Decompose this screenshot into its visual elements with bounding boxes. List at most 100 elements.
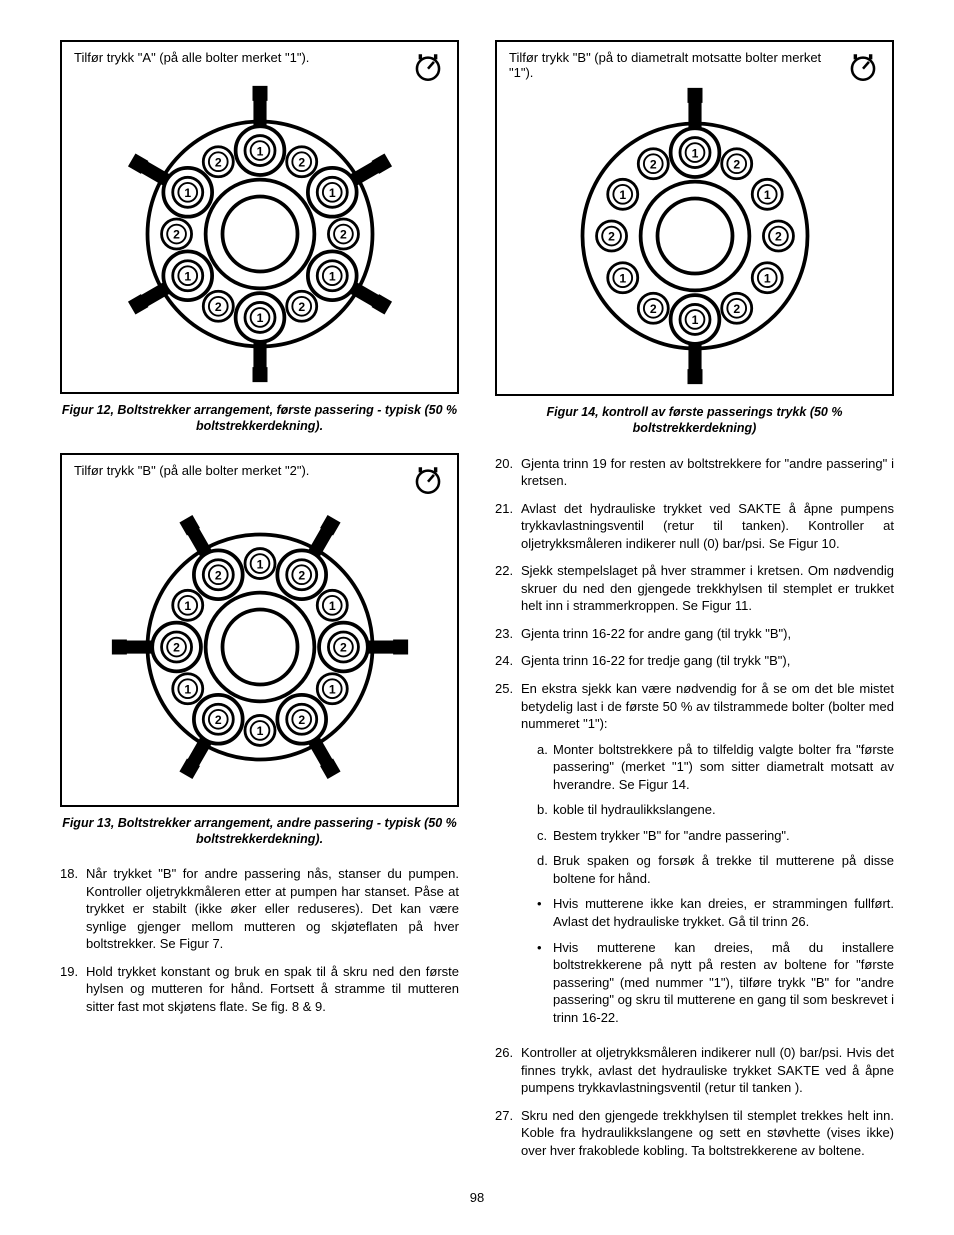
sub-item: •Hvis mutterene ikke kan dreies, er stra… <box>537 895 894 930</box>
step-text: Skru ned den gjengede trekkhylsen til st… <box>521 1108 894 1158</box>
step-item: 25.En ekstra sjekk kan være nødvendig fo… <box>495 680 894 1034</box>
gauge-icon <box>846 50 880 84</box>
step-text: Hold trykket konstant og bruk en spak ti… <box>86 964 459 1014</box>
step-item: 23.Gjenta trinn 16-22 for andre gang (ti… <box>495 625 894 643</box>
figure-12-frame: Tilfør trykk "A" (på alle bolter merket … <box>60 40 459 394</box>
svg-text:2: 2 <box>733 302 740 316</box>
figure-14-caption: Figur 14, kontroll av første passerings … <box>495 404 894 437</box>
step-text: Gjenta trinn 19 for resten av boltstrekk… <box>521 456 894 489</box>
gauge-icon <box>411 50 445 84</box>
right-column: Tilfør trykk "B" (på to diametralt motsa… <box>495 40 894 1170</box>
sub-text: Hvis mutterene kan dreies, må du install… <box>553 939 894 1027</box>
step-item: 24.Gjenta trinn 16-22 for tredje gang (t… <box>495 652 894 670</box>
step-body: Sjekk stempelslaget på hver strammer i k… <box>521 562 894 615</box>
step-number: 25. <box>495 680 521 1034</box>
step-text: Gjenta trinn 16-22 for tredje gang (til … <box>521 653 790 668</box>
svg-text:2: 2 <box>298 712 305 726</box>
svg-text:1: 1 <box>328 682 335 696</box>
svg-text:2: 2 <box>214 155 221 169</box>
sub-item: d.Bruk spaken og forsøk å trekke til mut… <box>537 852 894 887</box>
flange-diagram-12: 121212121212 <box>105 84 415 384</box>
page: Tilfør trykk "A" (på alle bolter merket … <box>0 0 954 1235</box>
figure-13-frame: Tilfør trykk "B" (på alle bolter merket … <box>60 453 459 807</box>
step-number: 19. <box>60 963 86 1016</box>
figure-13-label-row: Tilfør trykk "B" (på alle bolter merket … <box>74 463 445 497</box>
step-body: Hold trykket konstant og bruk en spak ti… <box>86 963 459 1016</box>
sub-text: Monter boltstrekkere på to tilfeldig val… <box>553 741 894 794</box>
svg-text:1: 1 <box>184 186 191 200</box>
step-body: Skru ned den gjengede trekkhylsen til st… <box>521 1107 894 1160</box>
sub-marker: • <box>537 939 553 1027</box>
step-number: 27. <box>495 1107 521 1160</box>
right-steps-list: 20.Gjenta trinn 19 for resten av boltstr… <box>495 455 894 1160</box>
svg-text:2: 2 <box>298 568 305 582</box>
svg-text:1: 1 <box>763 188 770 202</box>
step-number: 22. <box>495 562 521 615</box>
figure-14-label: Tilfør trykk "B" (på to diametralt motsa… <box>509 50 840 80</box>
step-body: Når trykket "B" for andre passering nås,… <box>86 865 459 953</box>
sub-item: •Hvis mutterene kan dreies, må du instal… <box>537 939 894 1027</box>
gauge-icon <box>411 463 445 497</box>
svg-text:2: 2 <box>733 157 740 171</box>
step-item: 20.Gjenta trinn 19 for resten av boltstr… <box>495 455 894 490</box>
figure-13-label: Tilfør trykk "B" (på alle bolter merket … <box>74 463 405 478</box>
step-text: Når trykket "B" for andre passering nås,… <box>86 866 459 951</box>
step-number: 21. <box>495 500 521 553</box>
svg-text:1: 1 <box>619 188 626 202</box>
figure-14-label-row: Tilfør trykk "B" (på to diametralt motsa… <box>509 50 880 86</box>
left-column: Tilfør trykk "A" (på alle bolter merket … <box>60 40 459 1170</box>
sub-marker: • <box>537 895 553 930</box>
figure-14-block: Tilfør trykk "B" (på to diametralt motsa… <box>495 40 894 437</box>
step-body: Gjenta trinn 19 for resten av boltstrekk… <box>521 455 894 490</box>
svg-text:1: 1 <box>328 269 335 283</box>
figure-12-block: Tilfør trykk "A" (på alle bolter merket … <box>60 40 459 435</box>
svg-text:2: 2 <box>775 230 782 244</box>
step-item: 18.Når trykket "B" for andre passering n… <box>60 865 459 953</box>
step-number: 26. <box>495 1044 521 1097</box>
svg-text:2: 2 <box>608 230 615 244</box>
step-item: 26.Kontroller at oljetrykksmåleren indik… <box>495 1044 894 1097</box>
svg-text:1: 1 <box>256 724 263 738</box>
svg-text:1: 1 <box>691 313 698 327</box>
sub-text: Hvis mutterene ikke kan dreies, er stram… <box>553 895 894 930</box>
figure-12-label: Tilfør trykk "A" (på alle bolter merket … <box>74 50 405 65</box>
svg-text:1: 1 <box>184 682 191 696</box>
step-number: 18. <box>60 865 86 953</box>
svg-text:1: 1 <box>328 598 335 612</box>
svg-text:1: 1 <box>256 557 263 571</box>
step-text: Avlast det hydrauliske trykket ved SAKTE… <box>521 501 894 551</box>
step-item: 22.Sjekk stempelslaget på hver strammer … <box>495 562 894 615</box>
flange-diagram-13: 121212121212 <box>105 497 415 797</box>
svg-text:2: 2 <box>340 640 347 654</box>
svg-text:1: 1 <box>619 271 626 285</box>
step-text: Gjenta trinn 16-22 for andre gang (til t… <box>521 626 791 641</box>
step-body: Gjenta trinn 16-22 for andre gang (til t… <box>521 625 894 643</box>
svg-text:1: 1 <box>691 146 698 160</box>
figure-13-block: Tilfør trykk "B" (på alle bolter merket … <box>60 453 459 848</box>
step-item: 19.Hold trykket konstant og bruk en spak… <box>60 963 459 1016</box>
sub-text: Bestem trykker "B" for "andre passering"… <box>553 827 894 845</box>
svg-text:1: 1 <box>256 144 263 158</box>
step-text: Sjekk stempelslaget på hver strammer i k… <box>521 563 894 613</box>
page-number: 98 <box>60 1190 894 1205</box>
sub-text: Bruk spaken og forsøk å trekke til mutte… <box>553 852 894 887</box>
svg-text:2: 2 <box>214 300 221 314</box>
sub-marker: b. <box>537 801 553 819</box>
svg-text:2: 2 <box>214 568 221 582</box>
step-body: Kontroller at oljetrykksmåleren indikere… <box>521 1044 894 1097</box>
step-item: 27.Skru ned den gjengede trekkhylsen til… <box>495 1107 894 1160</box>
two-column-layout: Tilfør trykk "A" (på alle bolter merket … <box>60 40 894 1170</box>
sub-text: koble til hydraulikkslangene. <box>553 801 894 819</box>
figure-13-caption: Figur 13, Boltstrekker arrangement, andr… <box>60 815 459 848</box>
step-item: 21.Avlast det hydrauliske trykket ved SA… <box>495 500 894 553</box>
step-number: 24. <box>495 652 521 670</box>
left-steps-list: 18.Når trykket "B" for andre passering n… <box>60 865 459 1015</box>
svg-text:2: 2 <box>173 228 180 242</box>
svg-text:2: 2 <box>649 302 656 316</box>
svg-text:1: 1 <box>763 271 770 285</box>
figure-12-label-row: Tilfør trykk "A" (på alle bolter merket … <box>74 50 445 84</box>
step-body: Avlast det hydrauliske trykket ved SAKTE… <box>521 500 894 553</box>
svg-text:2: 2 <box>340 228 347 242</box>
svg-text:2: 2 <box>649 157 656 171</box>
sub-item: b.koble til hydraulikkslangene. <box>537 801 894 819</box>
